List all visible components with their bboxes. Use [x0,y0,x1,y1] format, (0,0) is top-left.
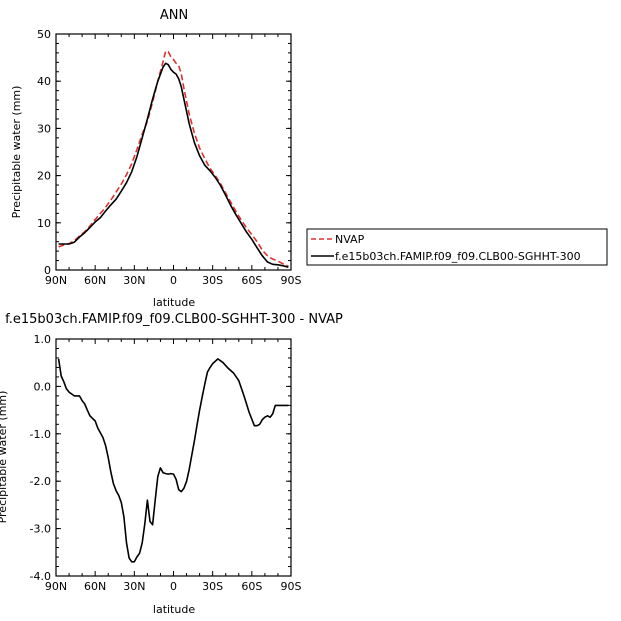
top-chart-x-tick-label: 90N [45,274,67,287]
top-chart-frame [55,33,292,271]
bottom-chart-x-tick-label: 30N [123,580,145,593]
top-chart-x-tick-label: 30S [202,274,223,287]
top-chart-y-tick-label: 40 [37,75,51,88]
bottom-chart-y-tick-label: 1.0 [34,333,52,346]
bottom-chart-frame [55,338,292,577]
bottom-chart-x-axis-label: latitude [153,603,195,616]
top-chart-x-tick-label: 30N [123,274,145,287]
top-chart: ANN Precipitable water (mm) latitude 90N… [10,8,302,309]
top-chart-y-tick-label: 10 [37,217,51,230]
bottom-chart-x-tick-label: 0 [170,580,177,593]
top-chart-lines [58,50,289,268]
bottom-chart-x-tick-label: 60S [241,580,262,593]
bottom-chart-x-tick-label: 90S [281,580,302,593]
bottom-chart-y-tick-label: -1.0 [30,428,51,441]
top-chart-x-tick-label: 60N [84,274,106,287]
bottom-chart-y-tick-label: -4.0 [30,570,51,583]
top-chart-y-tick-label: 20 [37,170,51,183]
legend: NVAP f.e15b03ch.FAMIP.f09_f09.CLB00-SGHH… [306,228,608,266]
top-chart-y-tick-label: 0 [44,264,51,277]
bottom-chart-x-tick-label: 60N [84,580,106,593]
bottom-chart: f.e15b03ch.FAMIP.f09_f09.CLB00-SGHHT-300… [0,312,343,616]
top-chart-y-tick-label: 50 [37,28,51,41]
legend-entry-model: f.e15b03ch.FAMIP.f09_f09.CLB00-SGHHT-300 [335,250,581,263]
top-chart-y-tick-label: 30 [37,122,51,135]
legend-entry-nvap: NVAP [335,233,365,246]
bottom-chart-series-line-0 [57,358,289,563]
bottom-chart-ticks: 90N 60N 30N 0 30S 60S 90S 1.0 0.0 -1.0 -2.0 -3.0 -4.… [30,333,302,593]
top-chart-y-axis-label: Precipitable water (mm) [10,86,23,219]
bottom-chart-y-axis-label: Precipitable water (mm) [0,391,9,524]
bottom-chart-y-tick-label: 0.0 [34,380,52,393]
top-chart-series-line-0 [58,50,289,267]
top-chart-series-line-1 [58,62,289,268]
bottom-chart-x-tick-label: 90N [45,580,67,593]
bottom-chart-y-tick-label: -2.0 [30,475,51,488]
bottom-chart-x-tick-label: 30S [202,580,223,593]
top-chart-x-axis-label: latitude [153,296,195,309]
top-chart-x-tick-label: 0 [170,274,177,287]
bottom-chart-lines [57,358,289,563]
top-chart-x-tick-label: 60S [241,274,262,287]
top-chart-title: ANN [160,8,188,23]
legend-box [306,228,608,266]
top-chart-x-tick-label: 90S [281,274,302,287]
bottom-chart-title: f.e15b03ch.FAMIP.f09_f09.CLB00-SGHHT-300… [5,312,343,327]
bottom-chart-y-tick-label: -3.0 [30,523,51,536]
